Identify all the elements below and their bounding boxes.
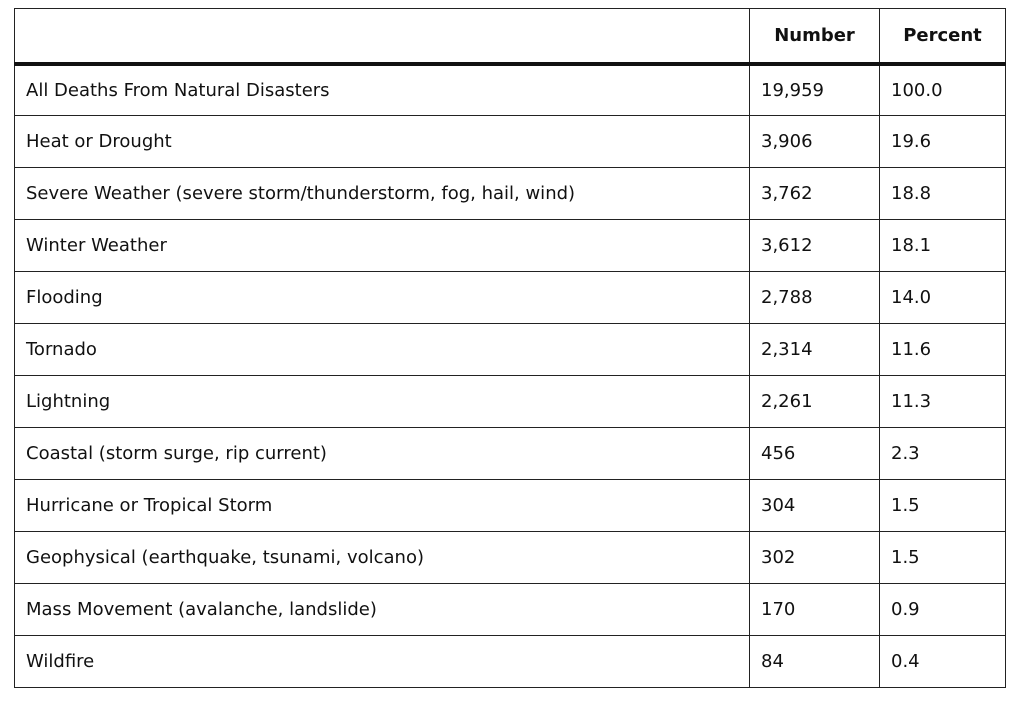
table-row: Flooding 2,788 14.0	[14, 271, 1006, 324]
category-cell: Heat or Drought	[14, 115, 750, 168]
number-cell: 302	[749, 531, 880, 584]
header-row: Number Percent	[14, 8, 1006, 66]
category-cell: Flooding	[14, 271, 750, 324]
number-cell: 456	[749, 427, 880, 480]
category-cell: Hurricane or Tropical Storm	[14, 479, 750, 532]
percent-cell: 0.4	[879, 635, 1006, 688]
percent-cell: 1.5	[879, 479, 1006, 532]
table-row: Heat or Drought 3,906 19.6	[14, 115, 1006, 168]
header-category	[14, 8, 750, 66]
number-cell: 170	[749, 583, 880, 636]
number-cell: 2,314	[749, 323, 880, 376]
number-cell: 2,788	[749, 271, 880, 324]
percent-cell: 19.6	[879, 115, 1006, 168]
number-cell: 2,261	[749, 375, 880, 428]
percent-cell: 11.3	[879, 375, 1006, 428]
table-row: Geophysical (earthquake, tsunami, volcan…	[14, 531, 1006, 584]
number-cell: 84	[749, 635, 880, 688]
category-cell: Wildfire	[14, 635, 750, 688]
table-row: Tornado 2,314 11.6	[14, 323, 1006, 376]
percent-cell: 0.9	[879, 583, 1006, 636]
table-row: Winter Weather 3,612 18.1	[14, 219, 1006, 272]
table-row: Mass Movement (avalanche, landslide) 170 0…	[14, 583, 1006, 636]
table-row: Lightning 2,261 11.3	[14, 375, 1006, 428]
table-row: All Deaths From Natural Disasters 19,959 1…	[14, 63, 1006, 116]
percent-cell: 1.5	[879, 531, 1006, 584]
percent-cell: 2.3	[879, 427, 1006, 480]
number-cell: 19,959	[749, 63, 880, 116]
category-cell: Severe Weather (severe storm/thunderstor…	[14, 167, 750, 220]
number-cell: 3,762	[749, 167, 880, 220]
percent-cell: 100.0	[879, 63, 1006, 116]
number-cell: 3,906	[749, 115, 880, 168]
table-row: Hurricane or Tropical Storm 304 1.5	[14, 479, 1006, 532]
percent-cell: 11.6	[879, 323, 1006, 376]
header-number: Number	[749, 8, 880, 66]
percent-cell: 18.1	[879, 219, 1006, 272]
number-cell: 304	[749, 479, 880, 532]
percent-cell: 14.0	[879, 271, 1006, 324]
category-cell: Tornado	[14, 323, 750, 376]
number-cell: 3,612	[749, 219, 880, 272]
header-percent: Percent	[879, 8, 1006, 66]
category-cell: Lightning	[14, 375, 750, 428]
category-cell: Winter Weather	[14, 219, 750, 272]
table-row: Wildfire 84 0.4	[14, 635, 1006, 688]
table-row: Severe Weather (severe storm/thunderstor…	[14, 167, 1006, 220]
deaths-table: Number Percent All Deaths From Natural D…	[14, 8, 1006, 688]
percent-cell: 18.8	[879, 167, 1006, 220]
table-row: Coastal (storm surge, rip current) 456 2.3	[14, 427, 1006, 480]
category-cell: All Deaths From Natural Disasters	[14, 63, 750, 116]
category-cell: Geophysical (earthquake, tsunami, volcan…	[14, 531, 750, 584]
category-cell: Mass Movement (avalanche, landslide)	[14, 583, 750, 636]
category-cell: Coastal (storm surge, rip current)	[14, 427, 750, 480]
